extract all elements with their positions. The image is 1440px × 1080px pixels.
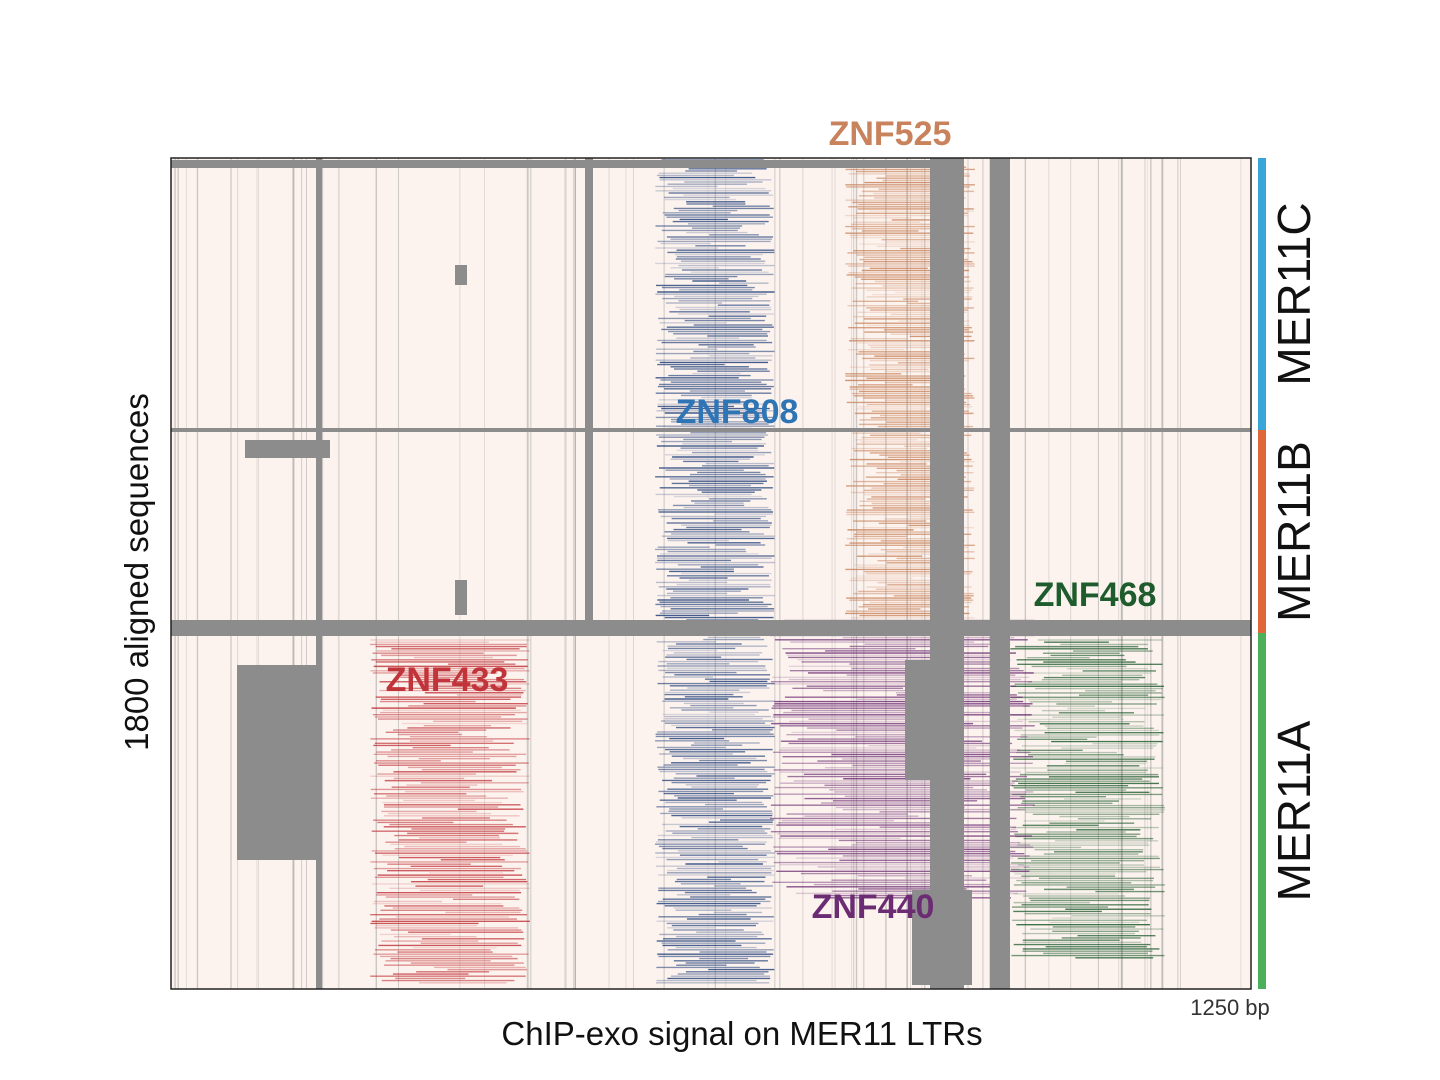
gap-block [455, 265, 467, 285]
gap-column [930, 158, 964, 989]
gap-block [237, 665, 322, 860]
annotation-label: ZNF468 [1034, 576, 1157, 614]
group-bar [1258, 430, 1266, 633]
group-label: MER11B [1268, 441, 1320, 622]
gaps [171, 158, 1251, 989]
gap-column [585, 158, 593, 628]
gap-column [990, 158, 1010, 989]
gap-block [912, 890, 972, 985]
group-label: MER11A [1268, 720, 1320, 901]
group-label: MER11C [1268, 202, 1320, 385]
annotation-label: ZNF808 [676, 393, 799, 431]
gap-row [171, 428, 1251, 432]
gap-block [245, 440, 330, 458]
group-bar [1258, 158, 1266, 430]
group-bars: MER11C MER11B MER11A [1258, 158, 1320, 989]
gap-block [905, 660, 960, 780]
gap-row [171, 620, 1251, 636]
annotation-label: ZNF525 [829, 115, 952, 153]
annotations: ZNF525 ZNF808 ZNF468 ZNF433 ZNF440 [386, 115, 1157, 926]
annotation-label: ZNF440 [812, 888, 935, 926]
x-axis-label: ChIP-exo signal on MER11 LTRs [501, 1015, 982, 1052]
x-end-label: 1250 bp [1190, 995, 1270, 1020]
annotation-label: ZNF433 [386, 661, 509, 699]
gap-block [455, 580, 467, 615]
y-axis-label: 1800 aligned sequences [118, 393, 155, 751]
plot-frame [170, 157, 1252, 990]
gap-column [316, 158, 322, 989]
group-bar [1258, 633, 1266, 989]
gap-row [171, 160, 931, 168]
